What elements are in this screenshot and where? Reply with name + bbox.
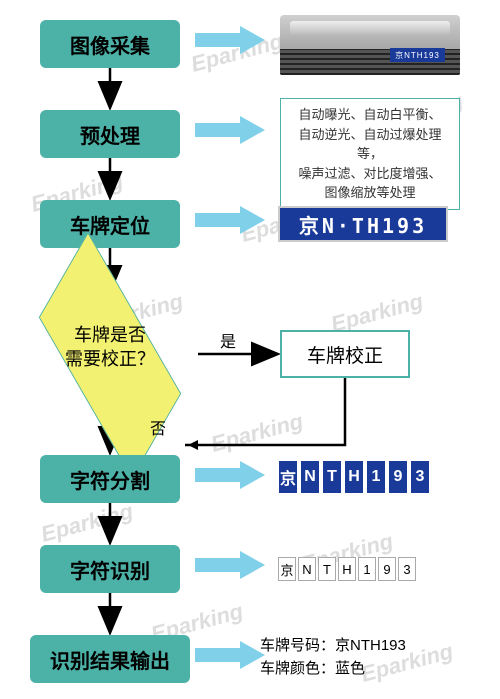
decision-need-correction: 车牌是否 需要校正？ xyxy=(20,300,200,410)
preprocess-desc-text: 自动曝光、自动白平衡、 自动逆光、自动过爆处理等， 噪声过滤、对比度增强、 图像… xyxy=(298,107,441,200)
car-plate-mini: 京NTH193 xyxy=(390,48,445,62)
segmented-char: H xyxy=(344,460,364,494)
segmented-char: 9 xyxy=(388,460,408,494)
step-image-capture: 图像采集 xyxy=(40,20,180,68)
correct-label: 车牌校正 xyxy=(307,341,383,368)
step2-label: 预处理 xyxy=(80,120,140,149)
decision-line2: 需要校正？ xyxy=(65,348,155,371)
result-color-value: 蓝色 xyxy=(335,660,365,677)
arrow-right-icon xyxy=(195,461,265,489)
arrow-right-icon xyxy=(195,641,265,669)
step4-label: 字符分割 xyxy=(70,465,150,494)
step-output-result: 识别结果输出 xyxy=(30,635,190,683)
step6-label: 识别结果输出 xyxy=(50,645,170,674)
recognized-char: H xyxy=(338,557,356,581)
arrow-right-icon xyxy=(195,206,265,234)
step-char-recognize: 字符识别 xyxy=(40,545,180,593)
arrow-right-icon xyxy=(195,551,265,579)
watermark: Eparking xyxy=(208,408,306,457)
step-preprocess: 预处理 xyxy=(40,110,180,158)
segmented-char: 3 xyxy=(410,460,430,494)
no-label: 否 xyxy=(150,415,166,439)
recognized-char: 9 xyxy=(378,557,396,581)
preprocess-desc: 自动曝光、自动白平衡、 自动逆光、自动过爆处理等， 噪声过滤、对比度增强、 图像… xyxy=(280,98,460,210)
result-plate-value: 京NTH193 xyxy=(335,637,406,654)
step-plate-correction: 车牌校正 xyxy=(280,330,410,378)
arrow-right-icon xyxy=(195,116,265,144)
recognized-char: T xyxy=(318,557,336,581)
segmented-char: N xyxy=(300,460,320,494)
decision-line1: 车牌是否 xyxy=(65,324,155,347)
segmented-char: 1 xyxy=(366,460,386,494)
arrow-right-icon xyxy=(195,26,265,54)
located-plate: 京N·TH193 xyxy=(278,206,448,242)
step5-label: 字符识别 xyxy=(70,555,150,584)
recognized-char: 京 xyxy=(278,557,296,581)
recognized-char: 3 xyxy=(398,557,416,581)
step3-label: 车牌定位 xyxy=(70,210,150,239)
segmented-chars: 京NTH193 xyxy=(278,460,430,494)
result-color-label: 车牌颜色： xyxy=(260,660,335,677)
recognized-char: 1 xyxy=(358,557,376,581)
step1-label: 图像采集 xyxy=(70,30,150,59)
step-char-segment: 字符分割 xyxy=(40,455,180,503)
recognized-chars: 京NTH193 xyxy=(278,557,416,581)
car-photo: 京NTH193 xyxy=(280,15,460,75)
segmented-char: T xyxy=(322,460,342,494)
recognized-char: N xyxy=(298,557,316,581)
watermark: Eparking xyxy=(38,498,136,547)
step-locate-plate: 车牌定位 xyxy=(40,200,180,248)
result-plate-label: 车牌号码： xyxy=(260,637,335,654)
segmented-char: 京 xyxy=(278,460,298,494)
yes-label: 是 xyxy=(220,328,236,352)
output-result-text: 车牌号码：京NTH193 车牌颜色：蓝色 xyxy=(260,635,406,680)
located-plate-text: 京N·TH193 xyxy=(299,210,427,239)
